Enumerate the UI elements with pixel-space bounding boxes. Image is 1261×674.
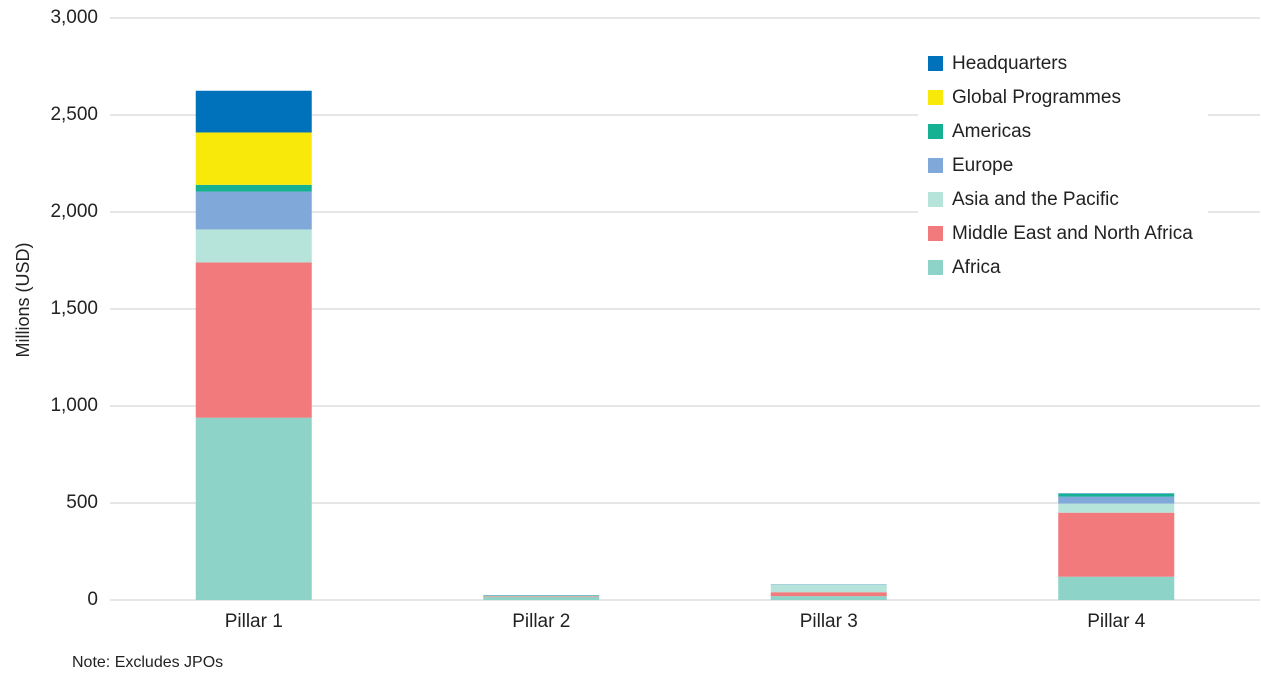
bar-segment bbox=[770, 584, 887, 593]
legend-swatch bbox=[928, 192, 943, 207]
legend-label: Global Programmes bbox=[952, 87, 1121, 108]
bar-segment bbox=[195, 132, 312, 185]
y-tick-label: 2,000 bbox=[50, 201, 98, 222]
legend-swatch bbox=[928, 260, 943, 275]
y-tick-label: 0 bbox=[87, 589, 98, 610]
legend-label: Africa bbox=[952, 257, 1001, 278]
bar-segment bbox=[770, 596, 887, 600]
bar-segment bbox=[1058, 496, 1175, 504]
y-tick-label: 2,500 bbox=[50, 104, 98, 125]
bar-segment bbox=[1058, 503, 1175, 513]
y-axis-label: Millions (USD) bbox=[13, 242, 33, 357]
bar-segment bbox=[770, 592, 887, 597]
bar-segment bbox=[483, 597, 600, 600]
x-tick-label: Pillar 3 bbox=[800, 611, 858, 632]
bar-segment bbox=[195, 229, 312, 263]
y-tick-label: 1,500 bbox=[50, 298, 98, 319]
legend-swatch bbox=[928, 124, 943, 139]
x-tick-label: Pillar 2 bbox=[512, 611, 570, 632]
bar-segment bbox=[1058, 493, 1175, 497]
legend-box bbox=[918, 45, 1208, 307]
bar-segment bbox=[195, 191, 312, 230]
bar-segment bbox=[195, 90, 312, 133]
x-tick-label: Pillar 1 bbox=[225, 611, 283, 632]
legend-label: Headquarters bbox=[952, 53, 1067, 74]
bar-segment bbox=[1058, 576, 1175, 600]
legend-swatch bbox=[928, 226, 943, 241]
note: Note: Excludes JPOs bbox=[72, 654, 223, 671]
bar-segment bbox=[195, 184, 312, 192]
legend-swatch bbox=[928, 90, 943, 105]
y-tick-label: 3,000 bbox=[50, 7, 98, 28]
bar-segment bbox=[483, 596, 600, 598]
y-tick-label: 500 bbox=[66, 492, 98, 513]
legend-label: Asia and the Pacific bbox=[952, 189, 1119, 210]
bar-segment bbox=[483, 595, 600, 597]
bar-segment bbox=[195, 262, 312, 418]
x-tick-label: Pillar 4 bbox=[1087, 611, 1146, 632]
y-tick-label: 1,000 bbox=[50, 395, 98, 416]
legend-label: Americas bbox=[952, 121, 1031, 142]
legend-swatch bbox=[928, 158, 943, 173]
bar-segment bbox=[1058, 512, 1175, 577]
legend-label: Middle East and North Africa bbox=[952, 223, 1193, 244]
bar-segment bbox=[195, 417, 312, 600]
legend-swatch bbox=[928, 56, 943, 71]
legend-label: Europe bbox=[952, 155, 1013, 176]
